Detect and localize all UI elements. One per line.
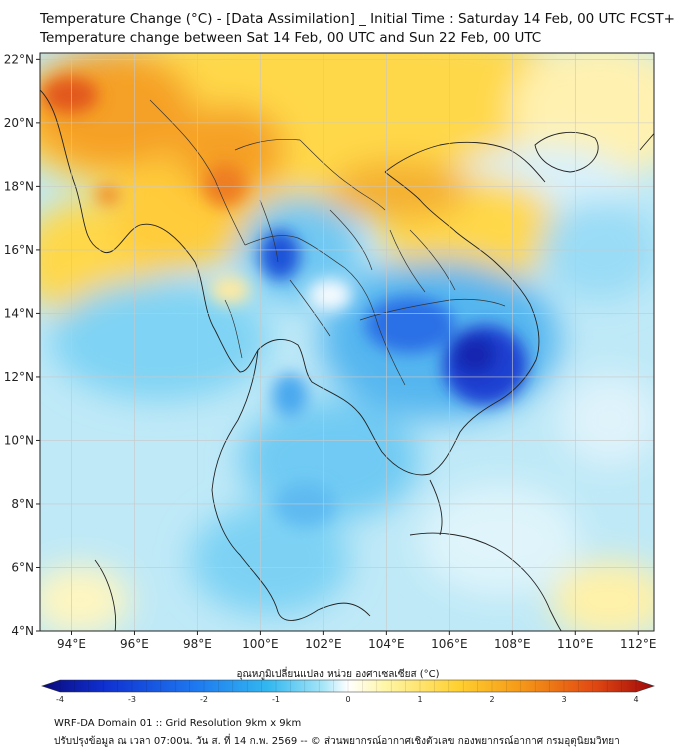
colorbar: -4 -3 -2 -1 0 1 2 3 4 <box>41 679 655 704</box>
chart-subtitle: Temperature change between Sat 14 Feb, 0… <box>40 30 542 46</box>
lon-tick-label: 104°E <box>368 637 405 651</box>
colorbar-tick-label: -3 <box>128 695 136 704</box>
lat-tick-label: 6°N <box>11 560 34 574</box>
colorbar-tick-label: 3 <box>561 695 566 704</box>
map-frame <box>39 52 655 632</box>
colorbar-tick-label: -1 <box>272 695 280 704</box>
map-gridlines <box>36 53 654 635</box>
lon-tick-label: 94°E <box>57 637 86 651</box>
colorbar-tick-label: -2 <box>200 695 208 704</box>
colorbar-tick-label: 0 <box>345 695 350 704</box>
temperature-field <box>40 53 654 631</box>
colorbar-title: อุณหภูมิเปลี่ยนแปลง หน่วย องศาเซลเซียส (… <box>236 669 440 680</box>
chart-title: Temperature Change (°C) - [Data Assimila… <box>40 11 676 27</box>
lat-tick-label: 4°N <box>11 624 34 638</box>
colorbar-tick-label: 2 <box>489 695 494 704</box>
lon-tick-label: 110°E <box>557 637 594 651</box>
lon-tick-label: 106°E <box>431 637 468 651</box>
lat-tick-label: 12°N <box>4 370 34 384</box>
lat-tick-label: 20°N <box>4 116 34 130</box>
colorbar-scale <box>41 679 655 693</box>
lon-tick-label: 112°E <box>620 637 657 651</box>
lat-tick-label: 14°N <box>4 306 34 320</box>
footer-model-info: WRF-DA Domain 01 :: Grid Resolution 9km … <box>54 718 302 729</box>
lon-tick-label: 98°E <box>183 637 212 651</box>
latitude-tick-labels: 22°N 20°N 18°N 16°N 14°N 12°N 10°N 8°N 6°N 4°N <box>4 52 34 638</box>
colorbar-divisions <box>59 680 637 692</box>
lon-tick-label: 96°E <box>120 637 149 651</box>
footer-credit: ปรับปรุงข้อมูล ณ เวลา 07:00น. วัน ส. ที่… <box>54 736 620 747</box>
lon-tick-label: 100°E <box>242 637 279 651</box>
colorbar-tick-label: 4 <box>633 695 638 704</box>
colorbar-tick-labels: -4 -3 -2 -1 0 1 2 3 4 <box>56 695 639 704</box>
lat-tick-label: 10°N <box>4 433 34 447</box>
colorbar-tick-label: 1 <box>417 695 422 704</box>
colorbar-tick-label: -4 <box>56 695 64 704</box>
lat-tick-label: 8°N <box>11 497 34 511</box>
lat-tick-label: 16°N <box>4 243 34 257</box>
longitude-tick-labels: 94°E 96°E 98°E 100°E 102°E 104°E 106°E 108°E 110… <box>57 637 656 651</box>
lon-tick-label: 108°E <box>494 637 531 651</box>
lon-tick-label: 102°E <box>305 637 342 651</box>
lat-tick-label: 22°N <box>4 52 34 66</box>
lat-tick-label: 18°N <box>4 179 34 193</box>
